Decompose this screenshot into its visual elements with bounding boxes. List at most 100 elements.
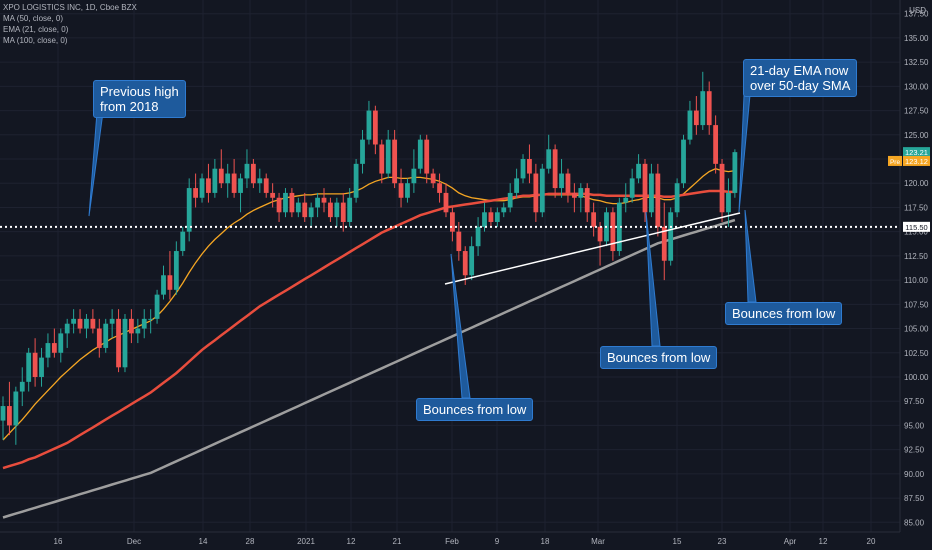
y-tick-label: 117.50	[904, 203, 928, 212]
candle-body	[289, 192, 295, 213]
price-badge-bg	[903, 147, 930, 158]
candle-body	[206, 178, 211, 193]
candle-body	[726, 192, 731, 213]
candle-body	[514, 178, 519, 193]
candle-body	[501, 207, 507, 213]
candle-body	[546, 149, 552, 169]
callout-bounce-left-text: Bounces from low	[423, 402, 527, 417]
price-badge-bg	[903, 221, 930, 232]
y-tick-label: 85.00	[904, 518, 925, 527]
candle-body	[661, 226, 667, 261]
x-tick-label: 20	[867, 537, 876, 546]
price-badge-label: 115.50	[905, 223, 927, 232]
candle-body	[584, 188, 590, 213]
candle-body	[19, 381, 25, 392]
callout-ema-over-sma-text: 21-day EMA now over 50-day SMA	[750, 63, 851, 93]
currency-label: USD	[909, 6, 926, 15]
candle-body	[411, 168, 417, 184]
candle-body	[308, 207, 314, 218]
candle-body	[649, 173, 654, 213]
candle-body	[270, 192, 276, 198]
candle-body	[302, 202, 308, 218]
pre-badge-label: Pre	[890, 159, 901, 166]
candle-body	[623, 197, 629, 203]
candle-body	[45, 343, 51, 358]
y-tick-label: 95.00	[904, 421, 925, 430]
y-tick-label: 120.00	[904, 179, 929, 188]
candle-body	[141, 318, 147, 329]
candle-body	[372, 110, 378, 145]
callout-bounce-right-text: Bounces from low	[732, 306, 836, 321]
candle-body	[533, 173, 539, 213]
x-tick-label: 18	[541, 537, 550, 546]
series-line-ma100	[2, 218, 736, 519]
callout-previous-high: Previous high from 2018	[93, 80, 186, 118]
candle-body	[186, 188, 192, 232]
y-tick-label: 135.00	[904, 34, 929, 43]
candle-body	[167, 275, 173, 290]
candle-body	[26, 352, 32, 382]
candle-body	[559, 173, 564, 189]
candle-body	[398, 183, 404, 198]
candle-body	[218, 168, 224, 184]
candle-body	[732, 152, 738, 193]
candle-body	[450, 212, 455, 232]
candle-body	[642, 163, 648, 213]
candle-body	[250, 163, 256, 184]
candle-body	[77, 318, 83, 329]
candle-body	[328, 202, 333, 218]
y-tick-label: 97.50	[904, 397, 925, 406]
price-badge: 115.50	[903, 221, 930, 232]
price-badge-bg	[903, 155, 930, 166]
x-tick-label: 23	[718, 537, 727, 546]
x-tick-label: 28	[246, 537, 255, 546]
candle-body	[148, 318, 154, 320]
y-tick-label: 105.00	[904, 325, 929, 334]
x-tick-label: 16	[54, 537, 63, 546]
candle-body	[353, 163, 359, 198]
candle-body	[103, 323, 109, 348]
y-tick-label: 125.00	[904, 131, 929, 140]
y-tick-label: 87.50	[904, 494, 925, 503]
y-tick-label: 137.50	[904, 10, 929, 19]
candle-body	[180, 231, 186, 252]
candle-body	[116, 318, 121, 368]
candle-body	[674, 183, 680, 213]
candle-body	[392, 139, 398, 184]
candle-body	[456, 231, 462, 252]
candle-body	[231, 173, 237, 193]
candle-body	[366, 110, 372, 140]
candle-body	[693, 110, 699, 126]
candle-body	[32, 352, 38, 377]
candle-body	[315, 197, 320, 208]
candle-body	[90, 318, 96, 329]
candle-body	[636, 163, 641, 179]
candle-body	[39, 357, 44, 377]
candle-body	[199, 178, 205, 198]
candle-body	[385, 139, 391, 174]
candle-body	[700, 91, 706, 126]
candle-body	[135, 328, 141, 334]
candle-body	[238, 178, 243, 193]
candle-body	[212, 168, 218, 193]
indicator-ema21-label: EMA (21, close, 0)	[3, 25, 69, 34]
candle-body	[552, 149, 558, 189]
candle-body	[64, 323, 70, 334]
candle-body	[597, 226, 603, 242]
candle-body	[591, 212, 597, 227]
y-tick-label: 100.00	[904, 373, 929, 382]
x-tick-label: Dec	[127, 537, 141, 546]
candle-body	[437, 183, 442, 193]
candle-body	[475, 226, 481, 247]
candle-body	[379, 144, 385, 174]
candle-body	[462, 251, 468, 276]
candle-body	[706, 91, 712, 126]
candle-body	[347, 197, 353, 222]
callout-previous-high-text: Previous high from 2018	[100, 84, 179, 114]
candle-body	[668, 212, 674, 261]
candle-body	[527, 159, 532, 174]
candle-body	[96, 328, 102, 348]
candle-body	[295, 202, 301, 213]
y-tick-label: 112.50	[904, 252, 928, 261]
x-tick-label: Apr	[784, 537, 797, 546]
